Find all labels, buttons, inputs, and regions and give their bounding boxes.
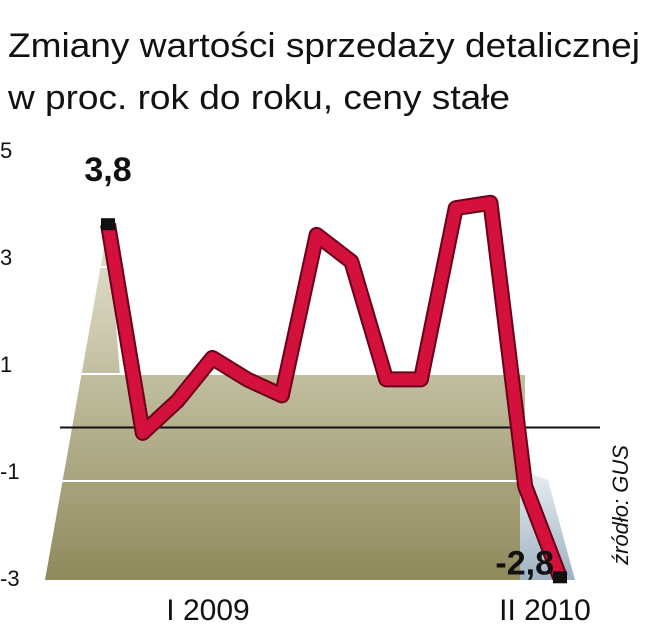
chart-subtitle: w proc. rok do roku, ceny stałe bbox=[7, 79, 510, 117]
y-tick-label: 5 bbox=[0, 138, 12, 163]
value-label: 3,8 bbox=[84, 151, 131, 189]
point-marker bbox=[553, 571, 567, 584]
y-tick-label: 3 bbox=[0, 245, 12, 270]
y-tick-label: -3 bbox=[0, 566, 20, 591]
x-tick-label: II 2010 bbox=[499, 594, 591, 627]
y-tick-label: 1 bbox=[0, 352, 12, 377]
source: źródło: GUS bbox=[608, 445, 633, 566]
point-marker bbox=[101, 218, 115, 231]
line bbox=[102, 196, 566, 580]
value-label: -2,8 bbox=[495, 544, 554, 582]
chart-title: Zmiany wartości sprzedaży detalicznej bbox=[8, 27, 640, 65]
x-tick-label: I 2009 bbox=[166, 594, 249, 627]
y-tick-label: -1 bbox=[0, 459, 20, 484]
